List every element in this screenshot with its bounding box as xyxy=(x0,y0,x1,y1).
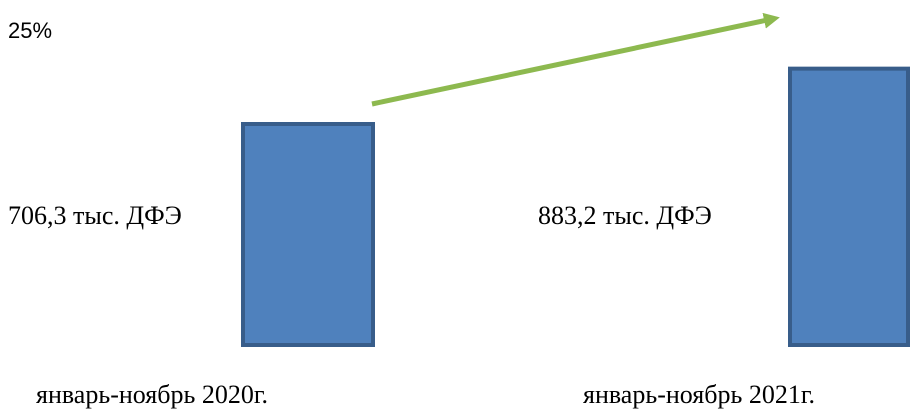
growth-percent-label: 25% xyxy=(8,18,53,43)
value-label-2021: 883,2 тыс. ДФЭ xyxy=(538,201,712,230)
value-label-2020: 706,3 тыс. ДФЭ xyxy=(8,201,182,230)
category-label-2020: январь-ноябрь 2020г. xyxy=(36,380,269,409)
bar-2020 xyxy=(241,122,375,347)
bar-2021 xyxy=(788,66,910,347)
growth-arrow xyxy=(371,12,780,107)
category-label-2021: январь-ноябрь 2021г. xyxy=(583,380,816,409)
